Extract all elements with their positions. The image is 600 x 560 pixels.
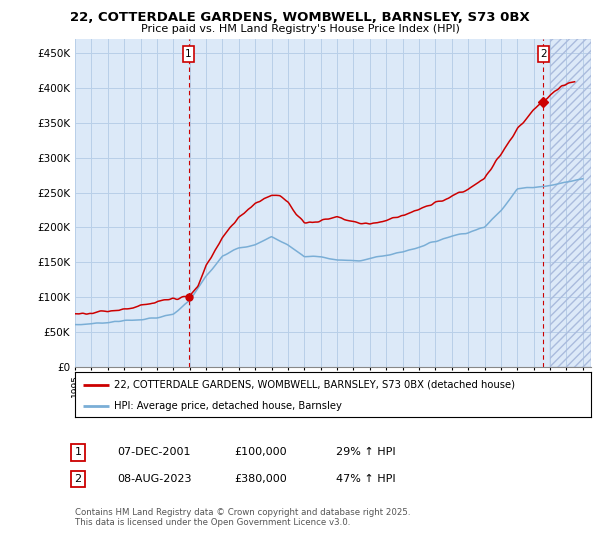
- Text: 22, COTTERDALE GARDENS, WOMBWELL, BARNSLEY, S73 0BX (detached house): 22, COTTERDALE GARDENS, WOMBWELL, BARNSL…: [114, 380, 515, 390]
- Text: 07-DEC-2001: 07-DEC-2001: [117, 447, 191, 458]
- Text: 1: 1: [74, 447, 82, 458]
- Text: HPI: Average price, detached house, Barnsley: HPI: Average price, detached house, Barn…: [114, 401, 341, 411]
- Text: £100,000: £100,000: [234, 447, 287, 458]
- Text: Price paid vs. HM Land Registry's House Price Index (HPI): Price paid vs. HM Land Registry's House …: [140, 24, 460, 34]
- Text: 2: 2: [540, 49, 547, 59]
- Text: 29% ↑ HPI: 29% ↑ HPI: [336, 447, 395, 458]
- Text: 08-AUG-2023: 08-AUG-2023: [117, 474, 191, 484]
- Text: £380,000: £380,000: [234, 474, 287, 484]
- Text: 47% ↑ HPI: 47% ↑ HPI: [336, 474, 395, 484]
- Text: 2: 2: [74, 474, 82, 484]
- Text: 1: 1: [185, 49, 192, 59]
- Text: Contains HM Land Registry data © Crown copyright and database right 2025.
This d: Contains HM Land Registry data © Crown c…: [75, 508, 410, 528]
- Text: 22, COTTERDALE GARDENS, WOMBWELL, BARNSLEY, S73 0BX: 22, COTTERDALE GARDENS, WOMBWELL, BARNSL…: [70, 11, 530, 24]
